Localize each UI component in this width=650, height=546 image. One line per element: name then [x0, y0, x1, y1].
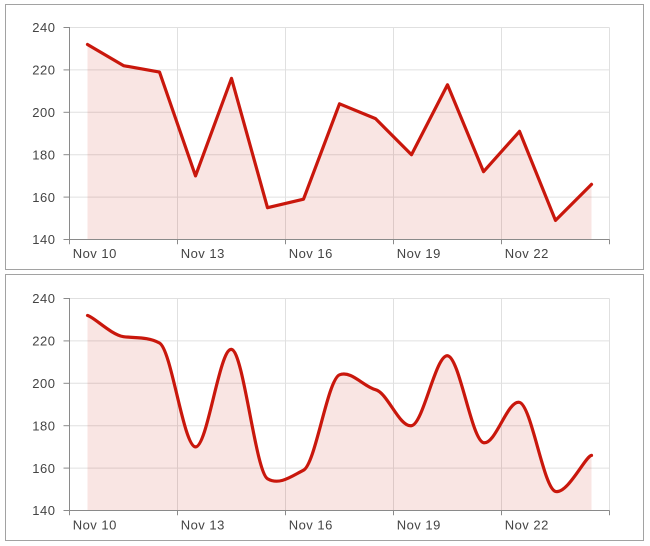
svg-text:160: 160 — [32, 461, 55, 476]
svg-text:Nov 19: Nov 19 — [397, 246, 441, 261]
svg-text:Nov 16: Nov 16 — [289, 517, 333, 532]
svg-text:220: 220 — [32, 334, 55, 349]
svg-text:160: 160 — [32, 190, 55, 205]
svg-text:Nov 13: Nov 13 — [181, 246, 225, 261]
svg-text:140: 140 — [32, 232, 55, 247]
svg-text:200: 200 — [32, 376, 55, 391]
svg-text:140: 140 — [32, 503, 55, 518]
svg-text:Nov 10: Nov 10 — [73, 517, 117, 532]
svg-text:200: 200 — [32, 105, 55, 120]
svg-text:Nov 13: Nov 13 — [181, 517, 225, 532]
svg-text:180: 180 — [32, 418, 55, 433]
svg-text:Nov 16: Nov 16 — [289, 246, 333, 261]
svg-text:Nov 19: Nov 19 — [397, 517, 441, 532]
svg-text:220: 220 — [32, 63, 55, 78]
svg-text:Nov 10: Nov 10 — [73, 246, 117, 261]
svg-text:180: 180 — [32, 147, 55, 162]
svg-text:Nov 22: Nov 22 — [505, 246, 549, 261]
svg-text:Nov 22: Nov 22 — [505, 517, 549, 532]
svg-text:240: 240 — [32, 20, 55, 35]
svg-text:240: 240 — [32, 291, 55, 306]
